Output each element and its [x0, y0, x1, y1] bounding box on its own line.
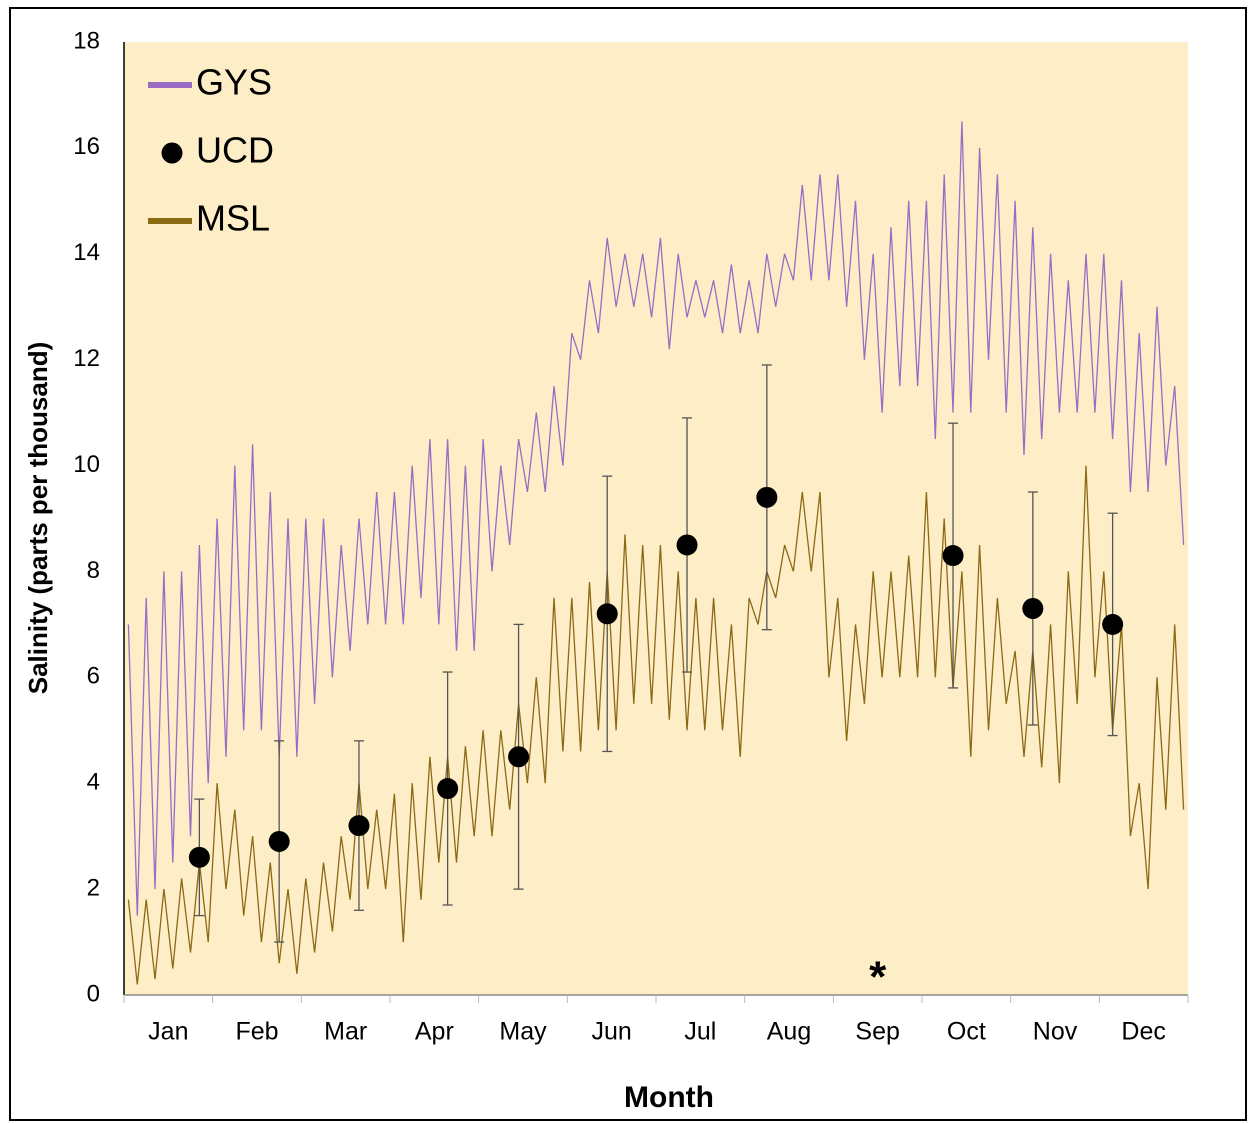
y-tick-label: 0: [87, 980, 100, 1007]
legend-label: MSL: [196, 198, 270, 239]
x-tick-label: May: [499, 1018, 547, 1046]
x-tick-label: Oct: [947, 1018, 986, 1046]
y-axis-label: Salinity (parts per thousand): [23, 342, 53, 695]
x-axis-label: Month: [624, 1081, 714, 1114]
x-tick-label: Mar: [324, 1018, 367, 1046]
y-tick-label: 14: [73, 239, 100, 266]
data-point: [756, 486, 778, 508]
data-point: [348, 815, 370, 837]
y-tick-label: 16: [73, 133, 100, 160]
x-tick-label: Dec: [1121, 1018, 1165, 1046]
legend-label: UCD: [196, 130, 274, 171]
plot-area: [124, 42, 1188, 995]
series-line: [127, 465, 1185, 985]
x-tick-label: Jul: [684, 1018, 716, 1046]
legend-label: GYS: [196, 62, 272, 103]
x-tick-label: Nov: [1033, 1018, 1078, 1046]
y-tick-label: 2: [87, 874, 100, 901]
data-point: [508, 746, 530, 768]
data-point: [1102, 613, 1124, 635]
x-tick-label: Apr: [415, 1018, 454, 1046]
data-point: [268, 830, 290, 852]
data-point: [942, 545, 964, 567]
data-point: [437, 778, 459, 800]
data-point: [596, 603, 618, 625]
x-tick-label: Sep: [855, 1018, 899, 1046]
y-tick-label: 10: [73, 451, 100, 478]
series-line: [127, 121, 1185, 916]
y-tick-label: 6: [87, 663, 100, 690]
data-point: [676, 534, 698, 556]
data-point: [188, 846, 210, 868]
data-point: [1022, 598, 1044, 620]
annotation: *: [869, 953, 887, 1002]
legend-swatch: [161, 142, 183, 164]
x-tick-label: Jun: [592, 1018, 632, 1046]
x-tick-label: Feb: [235, 1018, 278, 1046]
y-tick-label: 8: [87, 557, 100, 584]
y-tick-label: 4: [87, 769, 100, 796]
y-tick-label: 12: [73, 345, 100, 372]
x-tick-label: Aug: [767, 1018, 811, 1046]
y-tick-label: 18: [73, 27, 100, 54]
x-tick-label: Jan: [148, 1018, 188, 1046]
